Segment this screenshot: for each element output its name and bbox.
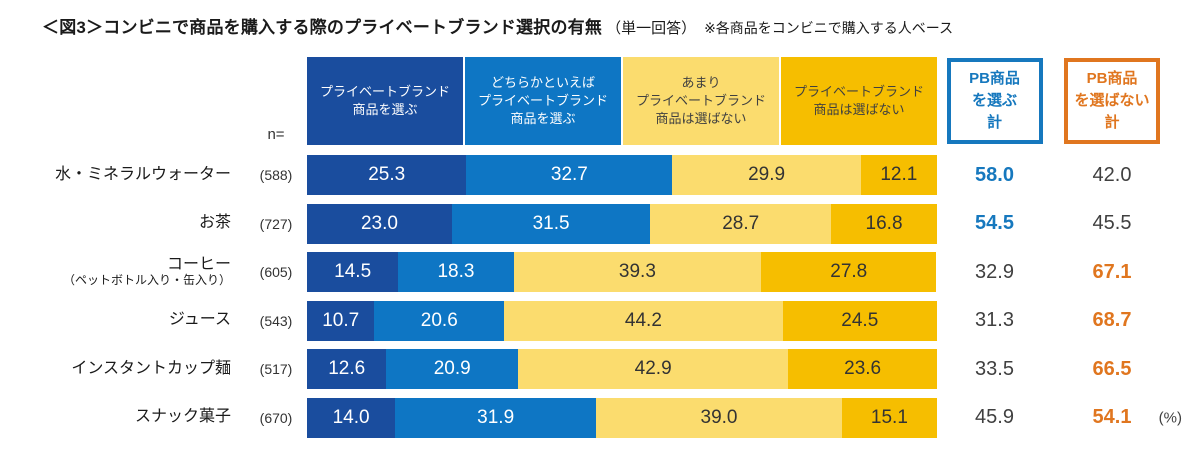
bar-segment: 10.7 xyxy=(307,300,375,341)
row-label: インスタントカップ麺 xyxy=(0,360,245,378)
chart-title-main: ＜図3＞コンビニで商品を購入する際のプライベートブランド選択の有無 xyxy=(42,18,603,37)
bar-segment: 31.9 xyxy=(395,397,597,438)
category-label: 水・ミネラルウォーター xyxy=(54,165,231,183)
bar-segment: 24.5 xyxy=(782,300,937,341)
table-row: お茶 (727) 23.0 31.5 28.7 16.8 54.5 45.5 xyxy=(0,203,1172,244)
total-pb-select: 32.9 xyxy=(975,260,1014,283)
bar-segment: 23.6 xyxy=(788,349,937,389)
bar-segment: 20.9 xyxy=(386,349,519,389)
category-label: スナック菓子 xyxy=(134,408,231,426)
row-label: ジュース xyxy=(0,311,245,329)
legend-cell: どちらかといえば プライベートブランド 商品を選ぶ xyxy=(465,57,623,145)
table-row: ジュース (543) 10.7 20.6 44.2 24.5 31.3 68.7 xyxy=(0,300,1172,341)
stacked-bar: 23.0 31.5 28.7 16.8 xyxy=(307,203,937,244)
n-value: (670) xyxy=(259,409,293,426)
category-label: お茶 xyxy=(198,214,231,232)
summary-header-pb-not-select: PB商品 を選ばない 計 xyxy=(1064,58,1160,144)
bar-segment: 44.2 xyxy=(504,300,783,341)
total-pb-not-select: 42.0 xyxy=(1092,163,1132,186)
stacked-bar: 12.6 20.9 42.9 23.6 xyxy=(307,349,937,389)
legend-cell: あまり プライベートブランド 商品は選ばない xyxy=(623,57,781,145)
n-value: (605) xyxy=(259,264,293,280)
n-equals-label: n= xyxy=(267,126,285,143)
legend-cell: プライベートブランド 商品は選ばない xyxy=(781,57,937,145)
chart-title-base-note: ※各商品をコンビニで購入する人ベース xyxy=(704,20,954,36)
bar-segment: 28.7 xyxy=(650,203,832,244)
total-pb-select: 31.3 xyxy=(975,309,1014,331)
n-value: (588) xyxy=(259,167,293,183)
bar-segment: 32.7 xyxy=(466,155,673,195)
bar-segment: 29.9 xyxy=(672,155,861,195)
summary-header-pb-select: PB商品 を選ぶ 計 xyxy=(946,58,1043,144)
bar-segment: 39.3 xyxy=(513,252,762,292)
bar-segment: 31.5 xyxy=(451,203,651,244)
n-value: (543) xyxy=(259,312,293,329)
stacked-bar: 25.3 32.7 29.9 12.1 xyxy=(307,155,937,195)
bar-segment: 23.0 xyxy=(307,203,452,244)
bar-segment: 15.1 xyxy=(841,397,937,438)
bar-segment: 42.9 xyxy=(518,349,789,389)
stacked-bar: 14.0 31.9 39.0 15.1 xyxy=(307,397,937,438)
total-pb-not-select: 67.1 xyxy=(1092,260,1132,283)
stacked-bar: 10.7 20.6 44.2 24.5 xyxy=(307,300,937,341)
category-label: インスタントカップ麺 xyxy=(71,359,231,377)
chart-header: n= プライベートブランド 商品を選ぶ どちらかといえば プライベートブランド … xyxy=(0,57,1172,145)
total-pb-select: 58.0 xyxy=(975,163,1014,186)
total-pb-select: 45.9 xyxy=(975,406,1014,428)
chart-title-subnote: （単一回答） xyxy=(606,20,697,37)
bar-segment: 14.0 xyxy=(307,397,396,438)
bar-segment: 14.5 xyxy=(307,252,399,292)
n-value: (517) xyxy=(259,361,293,377)
total-pb-not-select: 54.1 (%) xyxy=(1092,406,1182,428)
bar-segment: 25.3 xyxy=(307,155,467,195)
n-value: (727) xyxy=(259,215,293,232)
row-label: 水・ミネラルウォーター xyxy=(0,166,245,184)
legend: プライベートブランド 商品を選ぶ どちらかといえば プライベートブランド 商品を… xyxy=(307,57,937,145)
legend-cell: プライベートブランド 商品を選ぶ xyxy=(307,57,465,145)
table-row: スナック菓子 (670) 14.0 31.9 39.0 15.1 45.9 54.1 (%) xyxy=(0,397,1182,438)
chart-rows: 水・ミネラルウォーター (588) 25.3 32.7 29.9 12.1 58.0 42.0… xyxy=(0,155,1182,446)
total-pb-not-select: 66.5 xyxy=(1092,357,1132,380)
table-row: 水・ミネラルウォーター (588) 25.3 32.7 29.9 12.1 58.0 42.0 xyxy=(0,155,1172,195)
bar-segment: 20.6 xyxy=(374,300,505,341)
bar-segment: 27.8 xyxy=(761,252,937,292)
category-label: コーヒー xyxy=(166,255,231,273)
row-label: スナック菓子 xyxy=(0,408,245,426)
bar-segment: 12.6 xyxy=(307,349,387,389)
table-row: インスタントカップ麺 (517) 12.6 20.9 42.9 23.6 33.5 66.5 xyxy=(0,349,1172,389)
chart-title: ＜図3＞コンビニで商品を購入する際のプライベートブランド選択の有無 （単一回答）… xyxy=(42,13,953,38)
total-pb-not-select: 68.7 xyxy=(1092,309,1132,331)
row-label: コーヒー （ペットボトル入り・缶入り） xyxy=(0,256,245,288)
bar-segment: 12.1 xyxy=(860,155,937,195)
category-label: ジュース xyxy=(168,311,231,329)
total-pb-not-select: 45.5 xyxy=(1092,212,1132,234)
total-pb-select: 54.5 xyxy=(975,212,1014,234)
category-sublabel: （ペットボトル入り・缶入り） xyxy=(62,273,231,288)
stacked-bar: 14.5 18.3 39.3 27.8 xyxy=(307,252,937,292)
row-label: お茶 xyxy=(0,214,245,232)
bar-segment: 18.3 xyxy=(398,252,514,292)
percent-unit-label: (%) xyxy=(1158,409,1182,426)
bar-segment: 39.0 xyxy=(596,397,842,438)
table-row: コーヒー （ペットボトル入り・缶入り） (605) 14.5 18.3 39.3 27.8 3… xyxy=(0,252,1172,292)
total-pb-select: 33.5 xyxy=(975,357,1014,380)
bar-segment: 16.8 xyxy=(831,203,937,244)
